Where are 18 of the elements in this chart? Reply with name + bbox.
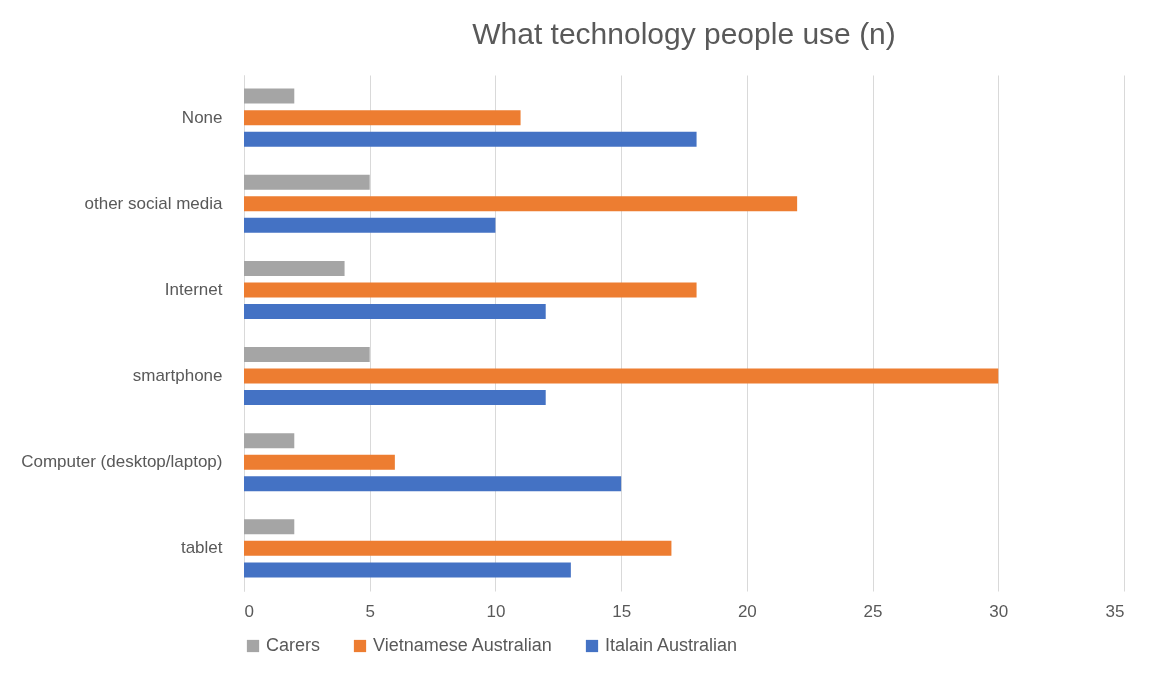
- x-tick-label: 0: [244, 601, 254, 621]
- x-tick-label: 5: [365, 601, 375, 621]
- x-tick-label: 20: [737, 601, 757, 621]
- x-tick-label: 15: [612, 601, 632, 621]
- y-tick-label: other social media: [84, 193, 224, 213]
- y-tick-label: Computer (desktop/laptop): [21, 452, 223, 472]
- x-tick-label: 35: [1105, 601, 1125, 621]
- legend-label: Italain Australian: [605, 635, 738, 655]
- x-tick-label: 10: [486, 601, 506, 621]
- y-tick-label: None: [181, 107, 223, 127]
- legend-label: Carers: [266, 635, 321, 655]
- x-tick-label: 30: [989, 601, 1009, 621]
- y-tick-label: tablet: [180, 538, 223, 558]
- legend-label: Vietnamese Australian: [373, 635, 552, 655]
- chart-title: What technology people use (n): [472, 17, 896, 50]
- y-tick-label: smartphone: [132, 366, 223, 386]
- y-tick-label: Internet: [164, 279, 223, 299]
- x-tick-label: 25: [863, 601, 883, 621]
